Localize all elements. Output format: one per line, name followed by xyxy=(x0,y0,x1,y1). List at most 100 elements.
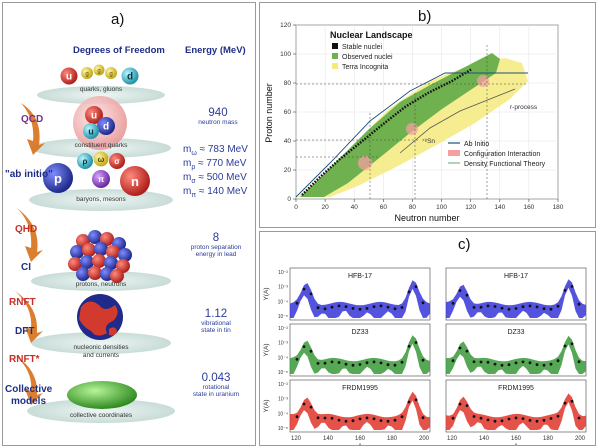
solar-abundance-point xyxy=(472,360,476,364)
solar-abundance-point xyxy=(514,307,518,310)
caption-densities-line1: nucleonic densities xyxy=(73,344,129,351)
solar-abundance-point xyxy=(451,359,455,363)
baryons-mesons-icon: p ρ ω σ π n xyxy=(43,151,150,196)
layer-disk-densities xyxy=(31,332,171,354)
meson-mass-pi: mπ ≈ 140 MeV xyxy=(183,186,248,199)
x-tick-label: 20 xyxy=(321,204,329,211)
solar-abundance-point xyxy=(351,363,355,367)
energy-label-rotational: rotational xyxy=(202,384,230,391)
svg-text:ρ: ρ xyxy=(83,157,88,166)
method-qhd: QHD xyxy=(15,224,38,235)
y-axis-label: Proton number xyxy=(264,83,274,143)
solar-abundance-point xyxy=(323,416,327,420)
solar-abundance-point xyxy=(500,419,504,423)
y-tick-label: 10⁻³ xyxy=(278,397,288,403)
caption-densities-line2: and currents xyxy=(82,352,120,359)
x-tick-label: 120 xyxy=(447,436,458,442)
x-tick-label: 0 xyxy=(294,204,298,211)
solar-abundance-point xyxy=(400,360,404,364)
solar-abundance-point xyxy=(514,416,518,420)
solar-abundance-point xyxy=(386,363,390,367)
method-dft: DFT xyxy=(15,326,35,337)
solar-abundance-point xyxy=(458,289,462,292)
solar-abundance-point xyxy=(486,360,490,364)
dof-header: Degrees of Freedom xyxy=(73,45,165,56)
solar-abundance-point xyxy=(372,305,376,308)
solar-abundance-point xyxy=(528,304,532,308)
method-rnft: RNFT xyxy=(9,297,36,308)
solar-abundance-point xyxy=(309,405,313,409)
caption-quarks-gluons: quarks, gluons xyxy=(79,86,123,93)
solar-abundance-point xyxy=(528,419,532,422)
solar-abundance-point xyxy=(414,341,418,344)
svg-text:u: u xyxy=(66,72,72,83)
solar-abundance-point xyxy=(542,363,546,367)
solar-abundance-point xyxy=(386,305,390,309)
solar-abundance-point xyxy=(479,305,483,309)
layer-disk-nucleons xyxy=(31,271,171,291)
y-tick-label: 10⁻⁵ xyxy=(278,314,288,320)
solar-abundance-point xyxy=(486,304,490,308)
quarks-gluons-icon: u g g g d xyxy=(60,64,139,85)
annotation-sn-78: ⁷⁸Sn xyxy=(422,138,435,145)
x-tick-label: 160 xyxy=(523,204,534,211)
model-label: DZ33 xyxy=(507,329,524,336)
solar-abundance-point xyxy=(309,292,313,296)
energy-value-1-12: 1.12 xyxy=(204,308,228,320)
svg-text:g: g xyxy=(109,72,112,78)
panel-c-label: c) xyxy=(458,236,471,253)
solar-abundance-point xyxy=(414,398,418,402)
energy-neutron-mass: 940 neutron mass xyxy=(183,107,253,126)
yield-subplot-dz33-2: DZ33 xyxy=(445,323,587,377)
x-tick-label: 180 xyxy=(387,436,398,442)
x-axis-label: A xyxy=(358,443,363,445)
ab-initio-boundary xyxy=(295,72,528,198)
solar-abundance-point xyxy=(421,301,425,305)
solar-abundance-point xyxy=(400,415,404,419)
y-tick-label: 10⁻⁴ xyxy=(278,299,288,305)
y-tick-label: 40 xyxy=(284,138,292,145)
solar-abundance-point xyxy=(372,360,376,364)
svg-text:g: g xyxy=(85,72,88,78)
x-tick-label: 120 xyxy=(465,204,476,211)
solar-abundance-point xyxy=(302,345,306,348)
solar-abundance-point xyxy=(451,301,455,305)
legend-ci-swatch xyxy=(448,150,460,156)
svg-text:ω: ω xyxy=(98,155,105,164)
solar-abundance-point xyxy=(365,361,369,365)
observed-nuclei-region xyxy=(300,53,500,197)
panel-abundance-yields: c) HFB-17 Y(A) 10⁻² 10⁻³ 10⁻⁴ 10⁻⁵ HFB-17 DZ33 Y… xyxy=(259,231,596,446)
solar-abundance-point xyxy=(493,419,497,423)
yield-subplot-hfb-17-1: HFB-17 Y(A) 10⁻² 10⁻³ 10⁻⁴ 10⁻⁵ xyxy=(263,267,431,321)
layer-disk-collective xyxy=(27,399,175,423)
x-tick-label: 100 xyxy=(436,204,447,211)
solar-abundance-point xyxy=(535,305,539,309)
y-axis-label: Y(A) xyxy=(263,344,270,357)
x-tick-label: 140 xyxy=(323,436,334,442)
solar-abundance-point xyxy=(379,361,383,365)
solar-abundance-point xyxy=(344,362,348,366)
solar-abundance-point xyxy=(556,304,560,308)
x-tick-label: 180 xyxy=(543,436,554,442)
svg-text:u: u xyxy=(91,111,97,122)
solar-abundance-point xyxy=(393,363,397,367)
legend-ci-label: Configuration Interaction xyxy=(464,151,540,158)
solar-abundance-point xyxy=(521,360,525,364)
legend-terra-swatch xyxy=(332,63,338,69)
solar-abundance-point xyxy=(295,415,299,419)
yield-band xyxy=(446,393,586,430)
yield-subplot-frdm1995-2: FRDM1995 120 140 160 180 200 A xyxy=(445,379,587,445)
y-tick-label: 10⁻⁵ xyxy=(278,370,288,376)
energy-label-proton-separation: proton separation xyxy=(190,244,242,251)
y-tick-label: 10⁻³ xyxy=(278,285,288,291)
solar-abundance-point xyxy=(358,307,362,311)
solar-abundance-point xyxy=(521,305,525,309)
solar-abundance-point xyxy=(414,285,418,289)
caption-protons-neutrons: protons, neutrons xyxy=(75,281,127,288)
legend-observed-swatch xyxy=(332,53,338,59)
energy-label-state-in-uranium: state in uranium xyxy=(192,391,240,398)
y-tick-label: 10⁻² xyxy=(278,270,288,276)
energy-vibrational: 1.12 vibrational state in tin xyxy=(175,308,257,334)
flow-arrows xyxy=(15,103,45,405)
x-tick-label: 200 xyxy=(419,436,430,442)
